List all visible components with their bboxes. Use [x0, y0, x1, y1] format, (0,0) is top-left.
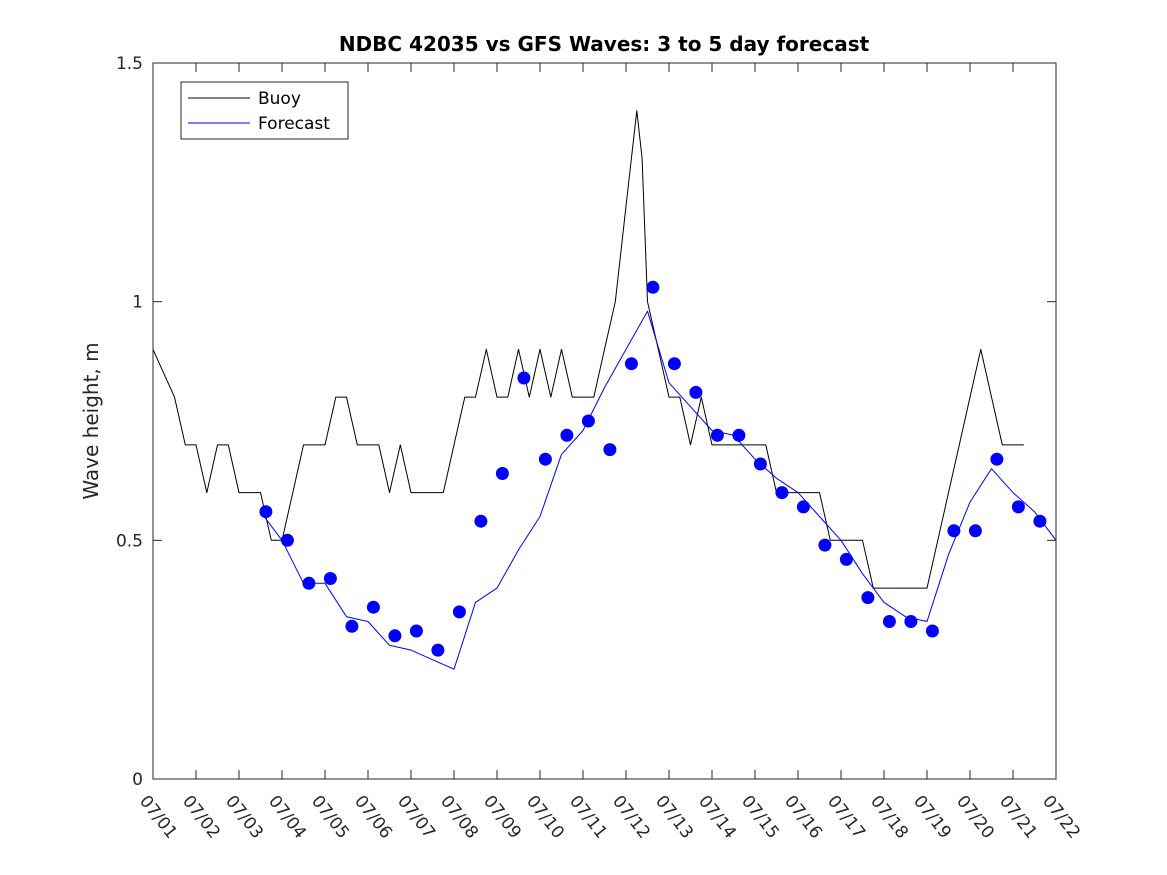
forecast-markers: [259, 280, 1047, 657]
forecast-marker: [538, 452, 552, 466]
forecast-marker: [280, 533, 294, 547]
legend-forecast-label: Forecast: [258, 114, 330, 134]
plot-area: [153, 63, 1056, 779]
legend: Buoy Forecast: [180, 81, 349, 140]
y-tick-label: 0.5: [116, 531, 143, 551]
forecast-marker: [495, 467, 509, 480]
forecast-marker: [452, 605, 466, 619]
y-axis-label: Wave height, m: [79, 342, 103, 499]
forecast-marker: [388, 629, 402, 643]
forecast-marker: [947, 524, 961, 538]
forecast-marker: [259, 505, 273, 519]
y-tick-label: 1: [132, 293, 143, 313]
forecast-marker: [1011, 500, 1025, 514]
forecast-marker: [302, 576, 316, 590]
forecast-marker: [603, 443, 617, 457]
series-layer: [152, 110, 1057, 670]
forecast-marker: [925, 624, 939, 638]
forecast-marker: [345, 619, 359, 633]
series-forecast-line: [260, 310, 1057, 670]
forecast-marker: [882, 615, 896, 628]
forecast-marker: [409, 624, 423, 638]
forecast-marker: [560, 428, 574, 442]
forecast-marker: [732, 428, 746, 442]
forecast-marker: [581, 414, 595, 428]
forecast-marker: [839, 552, 853, 566]
forecast-marker: [474, 514, 488, 528]
forecast-marker: [904, 615, 918, 628]
forecast-marker: [818, 538, 832, 552]
series-buoy-line: [152, 110, 1024, 589]
y-tick-label: 1.5: [116, 54, 143, 74]
forecast-marker: [753, 457, 767, 471]
forecast-marker: [710, 428, 724, 442]
forecast-marker: [968, 524, 982, 538]
forecast-marker: [667, 357, 681, 371]
forecast-marker: [323, 572, 337, 585]
chart-title: NDBC 42035 vs GFS Waves: 3 to 5 day fore…: [339, 32, 870, 56]
forecast-marker: [646, 280, 660, 294]
forecast-marker: [861, 591, 875, 605]
forecast-marker: [517, 371, 531, 385]
forecast-marker: [431, 643, 445, 657]
forecast-marker: [796, 500, 810, 514]
forecast-marker: [1033, 514, 1047, 528]
forecast-marker: [775, 486, 789, 500]
plot-frame: [152, 62, 1057, 780]
legend-buoy-label: Buoy: [258, 89, 301, 109]
forecast-marker: [990, 452, 1004, 466]
y-tick-label: 0: [132, 770, 143, 790]
forecast-marker: [366, 600, 380, 614]
legend-box: [180, 81, 349, 140]
forecast-marker: [624, 357, 638, 371]
forecast-marker: [689, 385, 703, 399]
